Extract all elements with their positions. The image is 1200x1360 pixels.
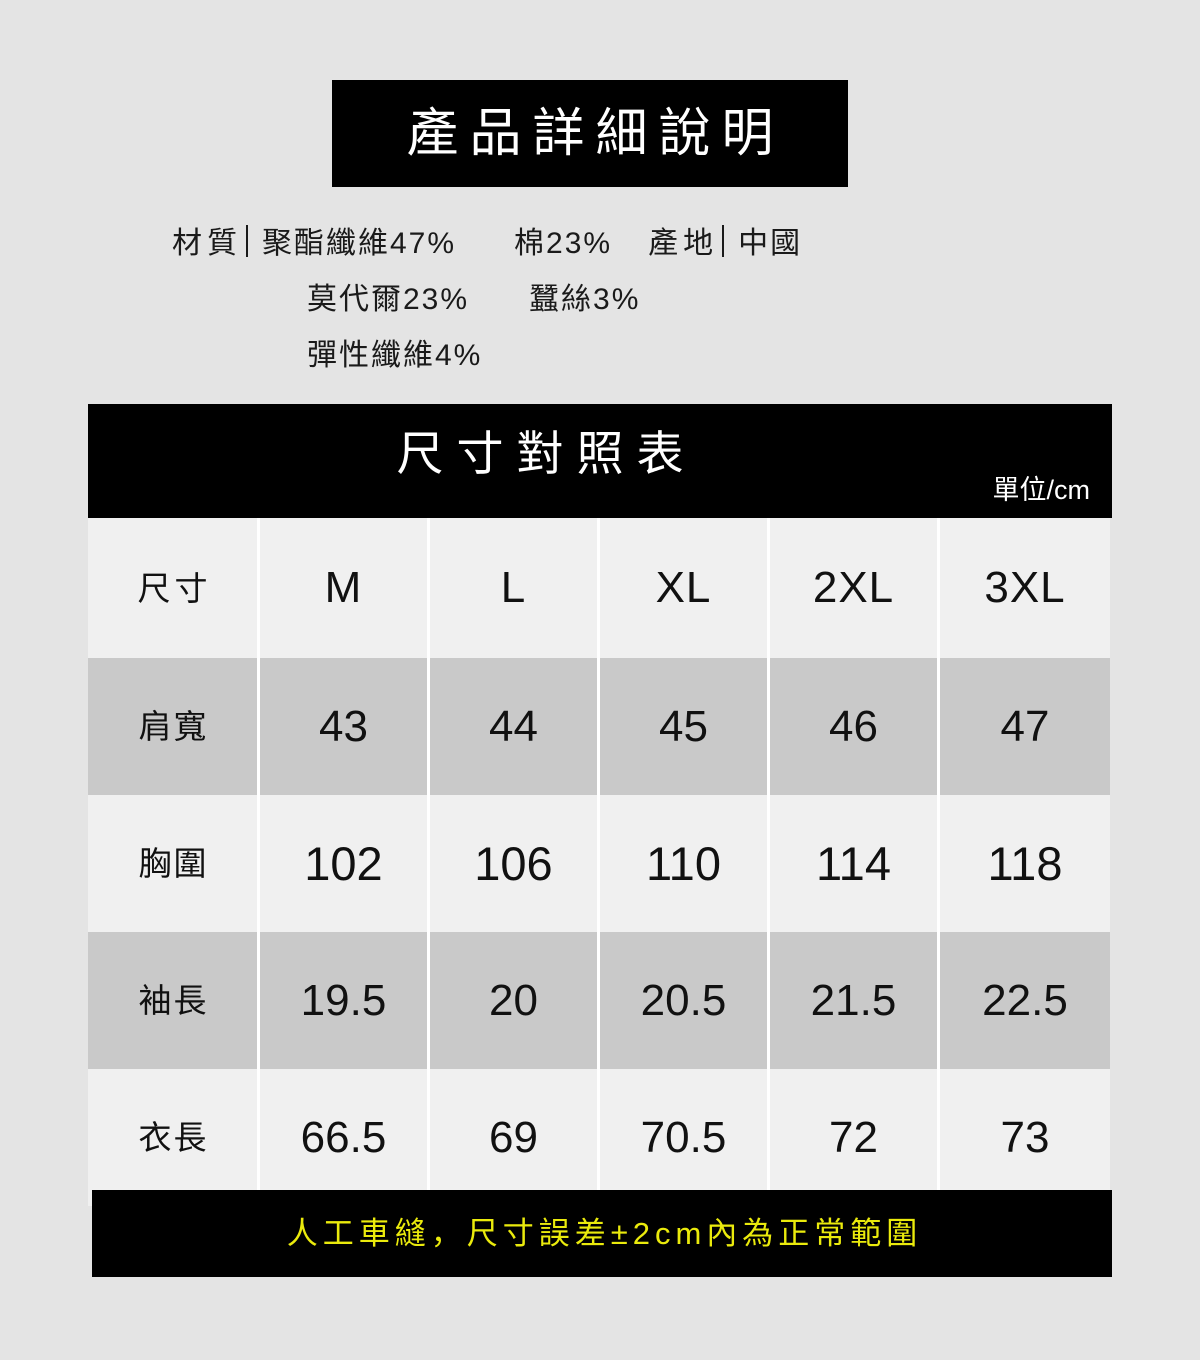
column-header-2xl: 2XL — [770, 518, 940, 658]
cell-shoulder-m: 43 — [260, 658, 430, 795]
cell-length-l: 69 — [430, 1069, 600, 1206]
column-header-m: M — [260, 518, 430, 658]
column-header-3xl: 3XL — [940, 518, 1110, 658]
page-title: 產品詳細說明 — [406, 104, 785, 163]
cell-sleeve-m: 19.5 — [260, 932, 430, 1069]
measurement-tolerance-note: 人工車縫，尺寸誤差±2cm內為正常範圍 — [92, 1190, 1112, 1277]
cell-sleeve-3xl: 22.5 — [940, 932, 1110, 1069]
cell-chest-3xl: 118 — [940, 795, 1110, 932]
cell-chest-m: 102 — [260, 795, 430, 932]
row-label-shoulder: 肩寬 — [88, 658, 260, 795]
cell-sleeve-l: 20 — [430, 932, 600, 1069]
size-chart-grid: 尺寸 M L XL 2XL 3XL 肩寬 43 44 45 46 47 胸圍 1… — [88, 518, 1112, 1206]
cell-length-2xl: 72 — [770, 1069, 940, 1206]
cell-chest-l: 106 — [430, 795, 600, 932]
material-item-polyester: 聚酯纖維47% — [262, 227, 457, 260]
cell-sleeve-xl: 20.5 — [600, 932, 770, 1069]
table-row: 肩寬 43 44 45 46 47 — [88, 658, 1112, 795]
cell-shoulder-2xl: 46 — [770, 658, 940, 795]
size-chart-header: 尺寸對照表 單位/cm — [88, 404, 1112, 518]
page-title-banner: 產品詳細說明 — [332, 80, 848, 187]
material-label: 材質 — [172, 227, 242, 260]
origin-value: 中國 — [738, 227, 803, 260]
cell-length-xl: 70.5 — [600, 1069, 770, 1206]
measurement-tolerance-text: 人工車縫，尺寸誤差±2cm內為正常範圍 — [286, 1216, 923, 1251]
material-info-block: 材質 聚酯纖維47% 棉23% 產地 中國 莫代爾23% 蠶絲3% 彈性纖維4% — [0, 216, 1200, 384]
cell-length-m: 66.5 — [260, 1069, 430, 1206]
cell-sleeve-2xl: 21.5 — [770, 932, 940, 1069]
vertical-bar-icon — [246, 225, 248, 257]
column-header-xl: XL — [600, 518, 770, 658]
cell-shoulder-xl: 45 — [600, 658, 770, 795]
column-header-size: 尺寸 — [88, 518, 260, 658]
vertical-bar-icon — [722, 225, 725, 257]
material-row-3: 彈性纖維4% — [0, 328, 1200, 384]
origin-label: 產地 — [648, 227, 719, 260]
column-header-l: L — [430, 518, 600, 658]
material-row-2: 莫代爾23% 蠶絲3% — [0, 272, 1200, 328]
size-chart-unit: 單位/cm — [992, 475, 1091, 505]
size-chart: 尺寸對照表 單位/cm 尺寸 M L XL 2XL 3XL 肩寬 43 44 4… — [88, 404, 1112, 1206]
cell-shoulder-l: 44 — [430, 658, 600, 795]
size-chart-title: 尺寸對照表 — [396, 427, 697, 480]
material-item-silk: 蠶絲3% — [529, 283, 641, 316]
row-label-length: 衣長 — [88, 1069, 260, 1206]
material-item-modal: 莫代爾23% — [307, 283, 470, 316]
cell-length-3xl: 73 — [940, 1069, 1110, 1206]
table-row: 袖長 19.5 20 20.5 21.5 22.5 — [88, 932, 1112, 1069]
row-label-chest: 胸圍 — [88, 795, 260, 932]
material-item-cotton: 棉23% — [514, 227, 613, 260]
material-row-1: 材質 聚酯纖維47% 棉23% 產地 中國 — [0, 216, 1200, 272]
row-label-sleeve: 袖長 — [88, 932, 260, 1069]
table-row: 衣長 66.5 69 70.5 72 73 — [88, 1069, 1112, 1206]
cell-chest-xl: 110 — [600, 795, 770, 932]
table-header-row: 尺寸 M L XL 2XL 3XL — [88, 518, 1112, 658]
cell-chest-2xl: 114 — [770, 795, 940, 932]
cell-shoulder-3xl: 47 — [940, 658, 1110, 795]
material-item-spandex: 彈性纖維4% — [307, 339, 483, 372]
table-row: 胸圍 102 106 110 114 118 — [88, 795, 1112, 932]
